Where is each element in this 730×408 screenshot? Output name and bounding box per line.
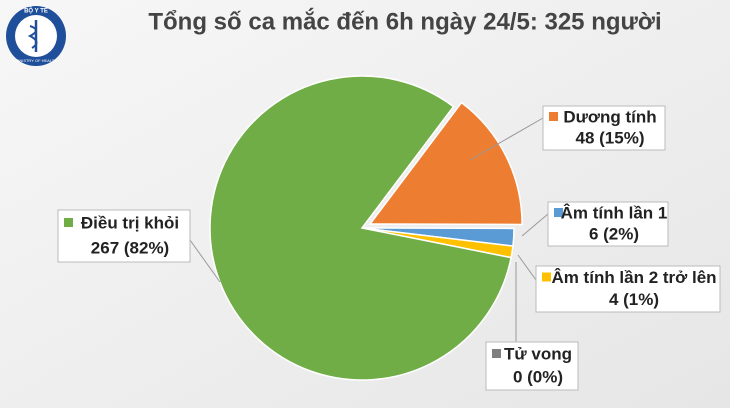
category-label: Dương tính — [563, 107, 656, 126]
label-box — [542, 105, 666, 151]
label-box — [57, 209, 191, 263]
leader-line — [517, 254, 537, 281]
category-label: Điều trị khỏi — [81, 213, 179, 232]
label-box — [535, 265, 721, 313]
label-swatch — [492, 349, 501, 358]
leader-line — [469, 117, 544, 161]
label-swatch — [542, 272, 551, 282]
leader-line — [189, 239, 221, 283]
category-label: Tử vong — [504, 344, 572, 363]
category-label: Âm tính lần 2 trở lên — [551, 268, 716, 287]
label-box — [485, 341, 579, 391]
category-label: Âm tính lần 1 — [561, 203, 668, 222]
value-label: 4 (1%) — [609, 290, 659, 309]
logo-bottom: MINISTRY OF HEALTH — [15, 58, 57, 63]
pie-slice — [368, 101, 523, 226]
label-box — [547, 201, 669, 247]
value-label: 0 (0%) — [513, 367, 563, 386]
logo-top: BỘ Y TẾ — [24, 7, 48, 15]
value-label: 267 (82%) — [91, 238, 169, 257]
value-label: 48 (15%) — [576, 128, 645, 147]
value-label: 6 (2%) — [589, 224, 639, 243]
label-swatch — [549, 112, 558, 121]
pie-slice — [209, 75, 512, 381]
label-swatch — [64, 218, 73, 227]
label-swatch — [554, 208, 563, 217]
leader-line — [521, 213, 549, 237]
logo: BỘ Y TẾ MINISTRY OF HEALTH — [6, 6, 66, 66]
logo-snake — [27, 25, 38, 49]
chart-title: Tổng số ca mắc đến 6h ngày 24/5: 325 ngư… — [148, 7, 661, 35]
